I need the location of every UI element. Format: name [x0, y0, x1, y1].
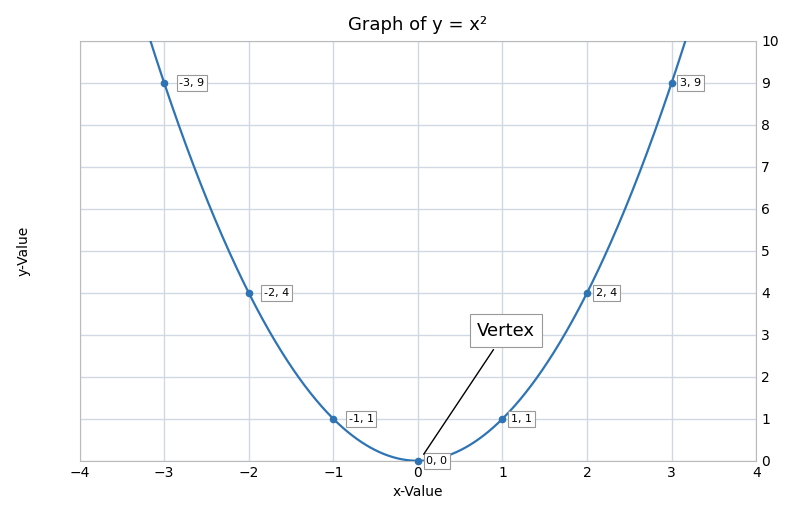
Text: -1, 1: -1, 1 [349, 414, 373, 424]
Y-axis label: y-Value: y-Value [17, 226, 31, 276]
Point [242, 289, 255, 297]
Title: Graph of y = x²: Graph of y = x² [349, 16, 487, 34]
Point [496, 415, 509, 423]
Text: 1, 1: 1, 1 [511, 414, 532, 424]
Text: Vertex: Vertex [423, 322, 535, 454]
Text: -3, 9: -3, 9 [179, 78, 205, 88]
Point [665, 79, 678, 87]
Text: 3, 9: 3, 9 [680, 78, 701, 88]
Point [327, 415, 340, 423]
Text: -2, 4: -2, 4 [264, 288, 289, 298]
Text: 2, 4: 2, 4 [595, 288, 617, 298]
Text: 0, 0: 0, 0 [427, 456, 447, 466]
Point [580, 289, 593, 297]
Point [412, 457, 424, 465]
Point [158, 79, 170, 87]
X-axis label: x-Value: x-Value [392, 485, 443, 499]
